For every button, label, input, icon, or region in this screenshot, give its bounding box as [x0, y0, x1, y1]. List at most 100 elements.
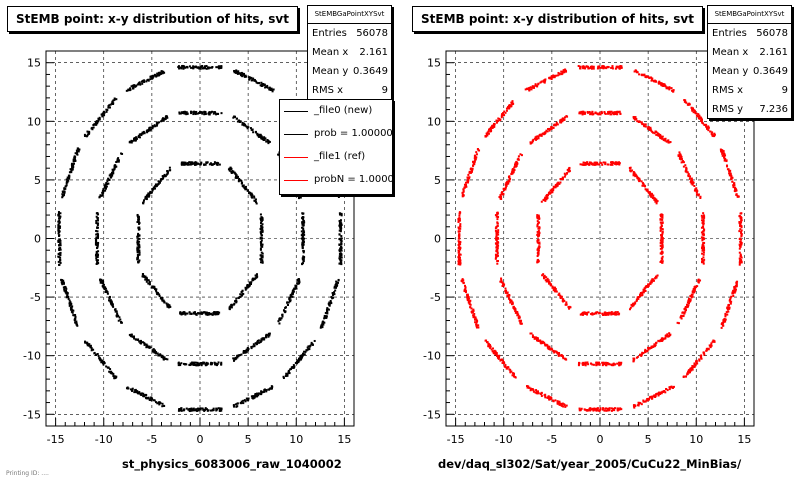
left-hit-point	[145, 397, 148, 400]
right-hit-point	[493, 124, 496, 127]
right-hit-point	[505, 182, 508, 185]
left-hit-point	[103, 361, 106, 364]
right-hit-point	[535, 138, 538, 141]
left-hit-point	[251, 128, 254, 131]
right-hit-point	[548, 129, 551, 132]
right-hit-point	[504, 289, 507, 292]
left-hit-point	[245, 287, 248, 290]
right-hit-point	[732, 184, 735, 187]
left-hit-point	[95, 238, 98, 241]
right-hit-point	[461, 191, 464, 194]
left-hit-point	[333, 285, 336, 288]
right-hit-point	[654, 344, 657, 347]
right-hit-point	[607, 313, 610, 316]
right-hit-point	[684, 164, 687, 167]
right-hit-point	[519, 153, 522, 156]
left-hit-point	[338, 250, 341, 253]
left-hit-point	[151, 398, 154, 401]
left-hit-point	[135, 136, 138, 139]
right-hit-point	[661, 247, 664, 250]
left-hit-point	[323, 317, 326, 320]
left-hit-point	[166, 116, 169, 119]
right-hit-point	[591, 162, 594, 165]
right-hit-point	[536, 337, 539, 340]
left-hit-point	[166, 171, 169, 174]
right-hit-point	[497, 231, 500, 234]
right-hit-point	[500, 280, 503, 283]
right-hit-point	[536, 233, 539, 236]
left-hit-point	[155, 184, 158, 187]
right-hit-point	[654, 277, 657, 280]
left-x-axis-title: st_physics_6083006_raw_1040002	[122, 457, 342, 471]
left-hit-point	[204, 311, 207, 314]
right-hit-point	[647, 127, 650, 130]
left-hit-point	[339, 237, 342, 240]
right-hit-point	[545, 276, 548, 279]
left-hit-point	[322, 320, 325, 323]
right-hit-point	[698, 117, 701, 120]
right-hit-point	[536, 338, 539, 341]
left-hit-point	[205, 313, 208, 316]
left-hit-point	[335, 284, 338, 287]
left-hit-point	[186, 163, 189, 166]
right-hit-point	[466, 295, 469, 298]
left-hit-point	[255, 276, 258, 279]
right-hit-point	[640, 73, 643, 76]
left-hit-point	[91, 126, 94, 129]
right-hit-point	[496, 218, 499, 221]
left-hit-point	[95, 233, 98, 236]
right-hit-point	[620, 361, 623, 364]
right-hit-point	[503, 283, 506, 286]
left-y-tick-label: 15	[27, 57, 41, 70]
right-hit-point	[645, 189, 648, 192]
right-hit-point	[495, 237, 498, 240]
left-hit-point	[138, 243, 141, 246]
left-hit-point	[140, 393, 143, 396]
right-hit-point	[500, 192, 503, 195]
right-hit-point	[655, 276, 658, 279]
left-hit-point	[90, 346, 93, 349]
right-ladder-l1	[540, 166, 571, 203]
left-ladder-l3	[57, 211, 62, 266]
left-hit-point	[236, 175, 239, 178]
left-hit-point	[246, 189, 249, 192]
left-hit-point	[267, 142, 270, 145]
right-hit-point	[559, 119, 562, 122]
left-hit-point	[301, 226, 304, 229]
left-hit-point	[201, 111, 204, 114]
right-hit-point	[538, 226, 541, 229]
left-hit-point	[302, 243, 305, 246]
right-hit-point	[548, 281, 551, 284]
right-hit-point	[632, 357, 635, 360]
right-hit-point	[564, 173, 567, 176]
left-hit-point	[144, 195, 147, 198]
left-hit-point	[149, 126, 152, 129]
right-hit-point	[548, 345, 551, 348]
left-hit-point	[298, 281, 301, 284]
right-hit-point	[740, 261, 743, 264]
right-hit-point	[537, 249, 540, 252]
left-hit-point	[159, 353, 162, 356]
left-hit-point	[298, 196, 301, 199]
right-hit-point	[739, 217, 742, 220]
right-hit-point	[505, 366, 508, 369]
left-hit-point	[245, 125, 248, 128]
right-hit-point	[645, 75, 648, 78]
left-hit-point	[76, 147, 79, 150]
left-hit-point	[215, 162, 218, 165]
right-hit-point	[721, 152, 724, 155]
right-hit-point	[695, 187, 698, 190]
right-hit-point	[537, 234, 540, 237]
left-hit-point	[97, 222, 100, 225]
right-hit-point	[661, 261, 664, 264]
right-hit-point	[702, 238, 705, 241]
right-ladder-l3	[457, 211, 462, 266]
right-hit-point	[596, 112, 599, 115]
left-hit-point	[164, 357, 167, 360]
left-hit-point	[203, 409, 206, 412]
right-hit-point	[511, 101, 514, 104]
right-hit-point	[611, 112, 614, 115]
right-hit-point	[612, 364, 615, 367]
right-hit-point	[475, 323, 478, 326]
left-hit-point	[216, 161, 219, 164]
